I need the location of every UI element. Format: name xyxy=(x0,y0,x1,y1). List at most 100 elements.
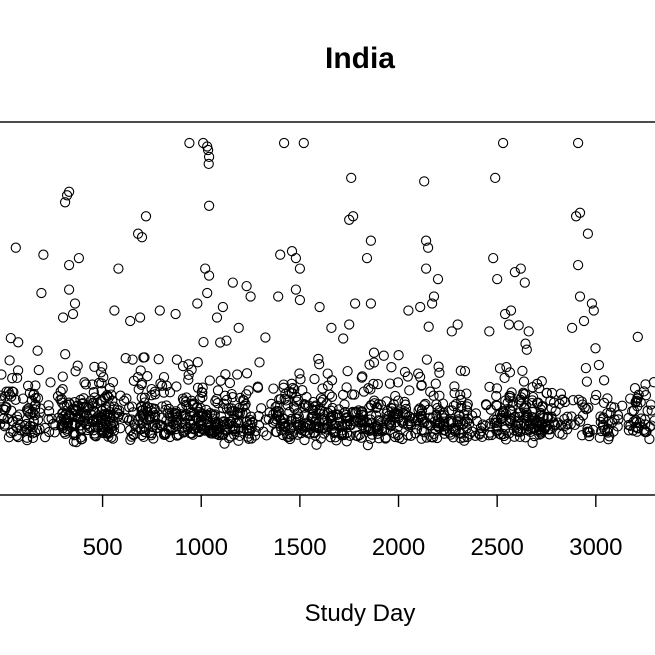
data-point xyxy=(347,406,358,418)
data-point xyxy=(470,430,481,441)
data-point xyxy=(217,403,229,414)
data-point xyxy=(646,420,655,431)
data-point xyxy=(536,420,547,431)
data-point xyxy=(96,418,107,429)
data-point xyxy=(363,383,374,394)
data-point xyxy=(576,430,588,441)
data-point xyxy=(7,416,19,427)
data-point xyxy=(287,428,299,439)
data-point xyxy=(638,386,650,397)
data-point xyxy=(272,405,283,417)
x-tick-label: 1500 xyxy=(273,534,326,561)
data-point xyxy=(415,301,426,313)
data-point xyxy=(32,393,44,404)
data-point xyxy=(198,336,209,348)
data-point xyxy=(5,332,16,344)
data-point xyxy=(56,397,68,408)
data-point xyxy=(557,429,568,440)
data-point xyxy=(511,425,523,437)
data-point xyxy=(353,412,365,424)
data-point xyxy=(227,392,238,403)
data-point xyxy=(425,386,436,397)
data-point xyxy=(499,308,511,320)
data-point xyxy=(185,410,196,422)
data-point xyxy=(27,432,39,444)
data-point xyxy=(164,431,176,443)
data-point xyxy=(17,393,29,404)
data-point xyxy=(640,419,651,430)
data-point xyxy=(201,409,213,421)
data-point xyxy=(299,434,310,446)
data-point xyxy=(282,400,293,411)
data-point xyxy=(423,404,434,415)
data-point xyxy=(341,436,352,447)
data-point xyxy=(349,298,361,309)
data-point xyxy=(56,414,67,425)
data-point xyxy=(209,409,220,420)
data-point xyxy=(590,343,601,354)
data-point xyxy=(357,371,368,382)
data-point xyxy=(432,418,443,429)
data-point xyxy=(113,409,125,420)
data-point xyxy=(306,412,317,423)
data-point xyxy=(477,419,488,430)
data-point xyxy=(27,406,38,418)
data-point xyxy=(161,400,172,411)
data-point xyxy=(204,425,216,436)
data-point xyxy=(491,400,503,412)
data-point xyxy=(153,354,164,365)
data-point xyxy=(281,395,292,406)
data-point xyxy=(499,372,510,384)
data-point xyxy=(232,369,243,380)
data-point xyxy=(336,428,347,440)
data-point xyxy=(513,320,524,331)
data-point xyxy=(203,200,215,211)
data-point xyxy=(326,375,338,386)
data-point xyxy=(523,326,534,337)
data-point xyxy=(127,354,138,365)
data-point xyxy=(21,434,33,446)
data-point xyxy=(136,232,148,243)
data-point xyxy=(160,427,172,439)
data-point xyxy=(484,326,495,337)
data-point xyxy=(171,381,182,392)
data-point xyxy=(315,393,327,404)
data-point xyxy=(120,353,131,364)
data-point xyxy=(386,362,397,373)
data-point xyxy=(90,430,102,441)
data-point xyxy=(6,391,17,402)
data-point xyxy=(75,394,86,405)
data-point xyxy=(291,396,302,407)
data-point xyxy=(212,385,224,396)
data-point xyxy=(576,396,587,407)
data-point xyxy=(293,421,304,433)
data-point xyxy=(577,410,589,421)
data-point xyxy=(559,413,570,425)
data-point xyxy=(498,407,509,418)
data-point xyxy=(341,382,352,393)
data-point xyxy=(399,396,410,408)
data-point xyxy=(59,197,71,208)
data-point xyxy=(0,404,11,416)
x-tick-label: 3000 xyxy=(569,534,622,561)
data-point xyxy=(113,263,124,274)
data-point xyxy=(242,431,254,442)
data-point xyxy=(582,426,593,437)
data-point xyxy=(430,424,441,435)
data-point xyxy=(252,382,264,393)
data-point xyxy=(95,367,107,378)
data-point xyxy=(366,429,378,440)
data-point xyxy=(361,252,373,264)
data-point xyxy=(521,344,532,355)
data-point xyxy=(81,409,92,420)
x-tick-label: 2000 xyxy=(372,534,425,561)
data-point xyxy=(579,402,590,413)
data-point xyxy=(0,418,6,430)
data-point xyxy=(555,388,567,399)
data-point xyxy=(431,410,442,421)
data-point xyxy=(112,411,123,422)
x-tick-label: 2500 xyxy=(470,534,523,561)
data-point xyxy=(628,405,640,416)
data-point xyxy=(181,392,192,403)
data-point xyxy=(566,411,577,422)
